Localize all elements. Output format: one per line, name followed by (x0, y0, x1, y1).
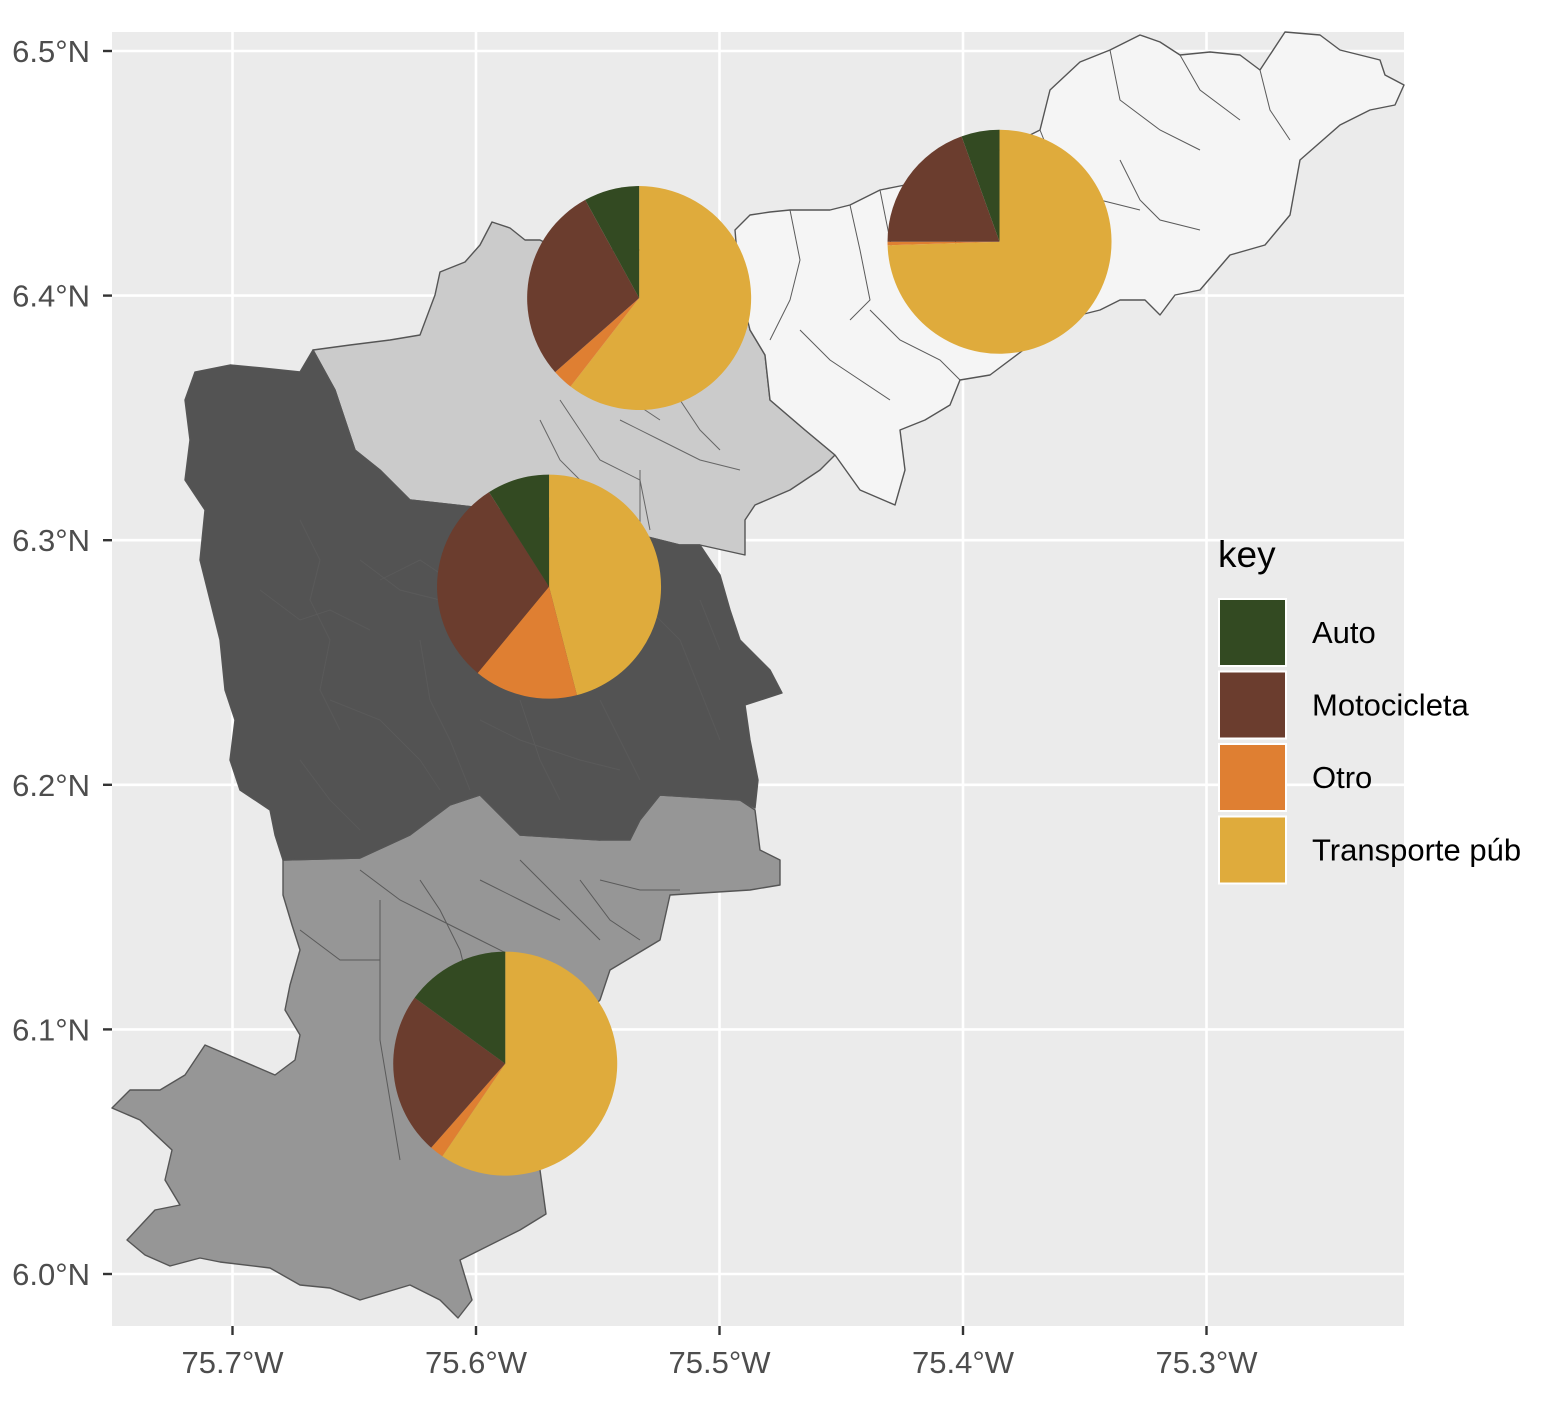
x-axis-tick-labels: 75.7°W 75.6°W 75.5°W 75.4°W 75.3°W (182, 1345, 1259, 1380)
legend-key-motocicleta (1218, 670, 1287, 740)
legend-title: key (1218, 534, 1276, 575)
pie-slice-transporte-púb (887, 129, 1112, 354)
legend-items: Auto Motocicleta Otro Transporte púb (1218, 598, 1521, 885)
legend-key-otro (1218, 743, 1287, 812)
south-internal-boundaries (299, 859, 680, 1161)
pie-north (527, 186, 752, 411)
legend-label-transporte-púb: Transporte púb (1312, 833, 1521, 868)
y-tick-label: 6.0°N (12, 1257, 90, 1292)
pie-slice-auto (489, 474, 550, 587)
y-tick-label: 6.4°N (12, 279, 90, 314)
axis-ticks (103, 49, 1208, 1335)
pie-slice-motocicleta (437, 492, 550, 673)
pie-slice-otro (477, 586, 577, 699)
legend-label-otro: Otro (1312, 760, 1372, 795)
legend-label-motocicleta: Motocicleta (1312, 688, 1470, 723)
y-axis-tick-labels: 6.0°N 6.1°N 6.2°N 6.3°N 6.4°N 6.5°N (12, 34, 90, 1292)
pie-slice-auto (961, 129, 1000, 242)
pie-slice-motocicleta (887, 136, 1000, 242)
pie-slice-motocicleta (393, 997, 506, 1148)
x-tick-label: 75.7°W (182, 1345, 285, 1380)
pie-slice-auto (414, 951, 506, 1064)
x-tick-label: 75.5°W (669, 1345, 772, 1380)
pie-slice-otro (431, 1063, 506, 1157)
legend-label-auto: Auto (1312, 615, 1376, 650)
x-tick-label: 75.3°W (1156, 1345, 1259, 1380)
legend-key-auto (1218, 598, 1287, 667)
pie-slice-motocicleta (527, 199, 640, 373)
legend: key Auto Motocicleta Otro Transporte púb (1218, 534, 1521, 885)
pie-slice-otro (887, 241, 1000, 246)
pie-slice-transporte-púb (549, 474, 662, 696)
pie-slice-transporte-púb (442, 951, 618, 1176)
pie-slice-otro (555, 298, 640, 387)
pie-slice-auto (585, 186, 640, 299)
x-tick-label: 75.4°W (912, 1345, 1015, 1380)
pie-northeast (887, 129, 1112, 354)
y-tick-label: 6.3°N (12, 523, 90, 558)
legend-key-transporte-púb (1218, 815, 1287, 885)
pie-slice-transporte-púb (570, 186, 752, 411)
pie-south (393, 951, 618, 1176)
pie-layer (393, 129, 1112, 1176)
y-tick-label: 6.2°N (12, 768, 90, 803)
y-tick-label: 6.5°N (12, 34, 90, 69)
pie-center (437, 474, 662, 699)
y-tick-label: 6.1°N (12, 1012, 90, 1047)
x-tick-label: 75.6°W (425, 1345, 528, 1380)
